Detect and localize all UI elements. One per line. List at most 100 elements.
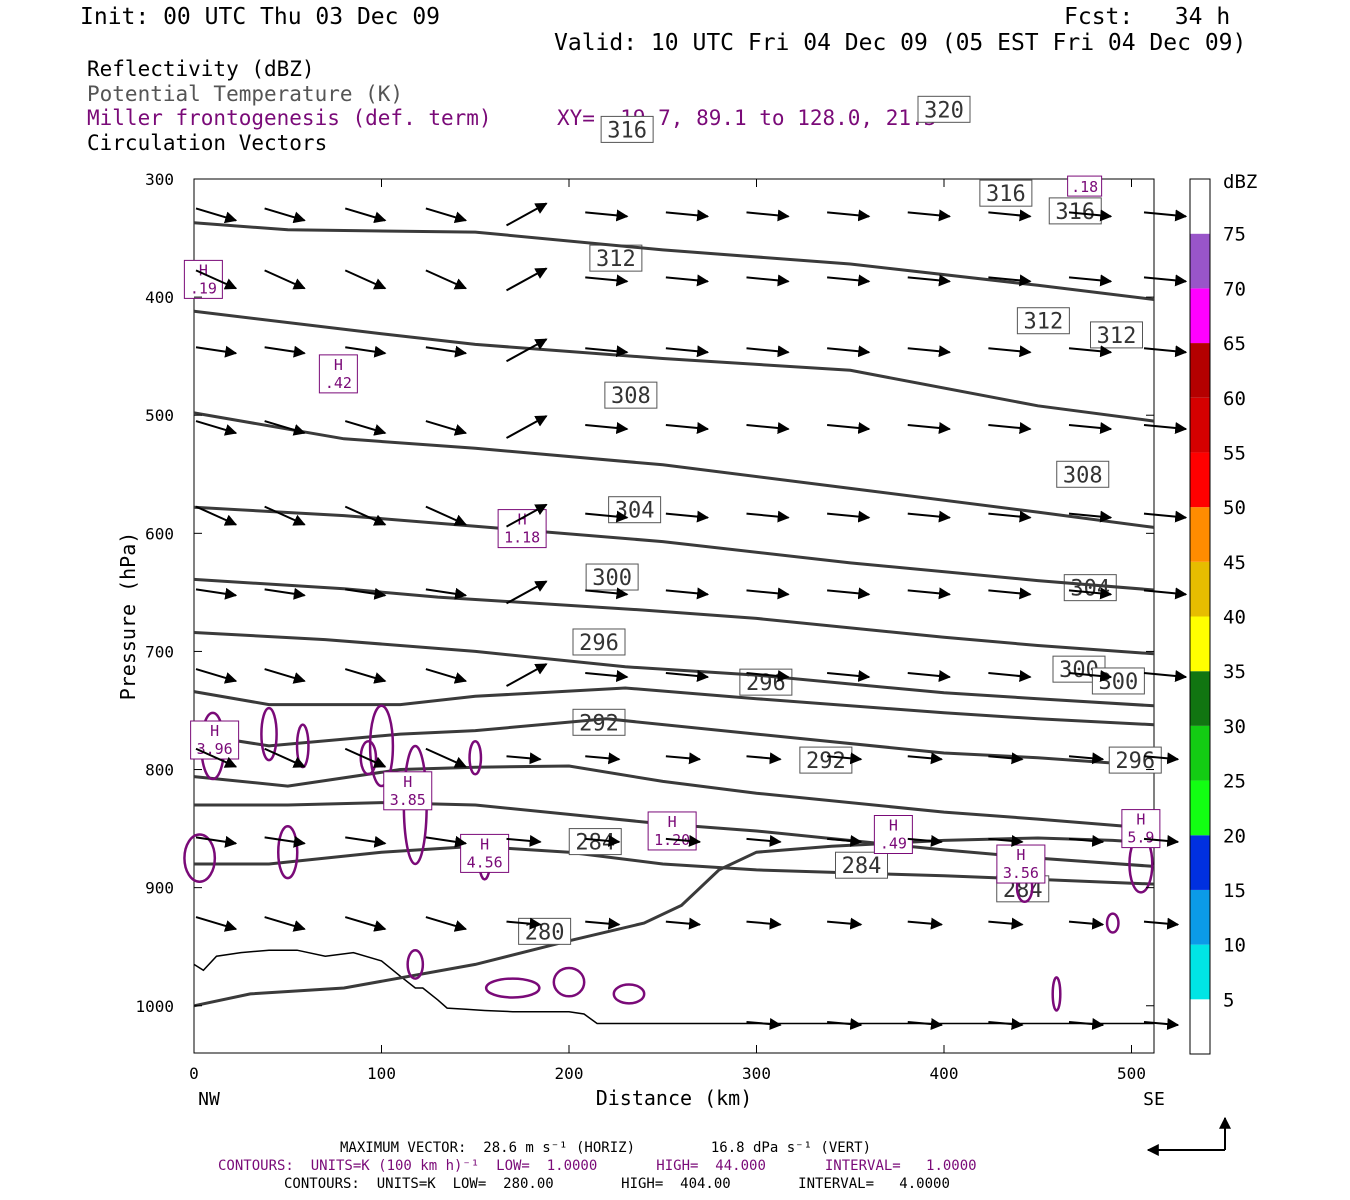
frontogenesis-max-letter: H	[1136, 811, 1145, 829]
frontogenesis-max-letter: H	[889, 817, 898, 835]
frontogenesis-max-box	[1121, 809, 1161, 849]
theta-label-box	[1048, 197, 1102, 225]
frontogenesis-max-value: .49	[880, 835, 907, 853]
colorbar-label: 40	[1223, 607, 1246, 629]
frontogenesis-max-letter: H	[480, 835, 489, 853]
frontogenesis-max-box	[318, 354, 358, 394]
frontogenesis-max-box	[383, 771, 433, 811]
theta-label-text: 292	[806, 749, 846, 774]
frontogenesis-max: .18	[1067, 175, 1103, 197]
theta-label-box	[1016, 307, 1070, 335]
circulation-vector	[195, 587, 238, 600]
circulation-vector	[425, 916, 468, 932]
legend-frontogenesis: Miller frontogenesis (def. term)	[87, 106, 492, 130]
theta-contour-312	[193, 505, 1155, 592]
frontogenesis-max-value: 1.18	[504, 529, 540, 547]
init-time: Init: 00 UTC Thu 03 Dec 09	[80, 4, 441, 30]
theta-label-text: 308	[611, 384, 651, 409]
circulation-vector	[907, 917, 943, 930]
circulation-vector	[506, 338, 548, 363]
circulation-vector	[746, 510, 790, 523]
circulation-vector	[746, 752, 782, 765]
circulation-vector	[585, 917, 621, 930]
theta-contour-304	[193, 631, 1155, 708]
x-axis-label: Distance (km)	[596, 1086, 753, 1110]
circulation-vector	[827, 274, 871, 287]
colorbar-label: 20	[1223, 825, 1246, 847]
theta-label-box	[835, 851, 888, 879]
circulation-vector	[907, 1018, 943, 1031]
theta-label-320: 320	[917, 95, 971, 123]
colorbar-segment	[1190, 397, 1210, 453]
frontogenesis-max-letter: H	[518, 511, 527, 529]
theta-label-text: 296	[1115, 749, 1155, 774]
circulation-vector	[425, 587, 468, 600]
y-tick-label: 500	[145, 406, 174, 425]
colorbar-segment	[1190, 343, 1210, 398]
frontogenesis-max-letter: H	[1016, 846, 1025, 864]
y-tick-label: 300	[145, 170, 174, 189]
y-axis-label: Pressure (hPa)	[116, 532, 140, 701]
circulation-vector	[1068, 345, 1113, 358]
circulation-vector	[195, 668, 238, 684]
theta-label-292: 292	[799, 746, 853, 774]
circulation-vector	[907, 587, 951, 600]
theta-label-text: 316	[986, 182, 1026, 207]
circulation-vector	[665, 510, 710, 523]
theta-label-box	[1091, 667, 1145, 695]
circulation-vector	[506, 752, 542, 765]
colorbar-segment	[1190, 179, 1210, 234]
theta-label-300: 300	[585, 563, 639, 591]
valid-time: Valid: 10 UTC Fri 04 Dec 09 (05 EST Fri …	[554, 30, 1247, 56]
frontogenesis-max: H3.96	[190, 720, 240, 760]
theta-label-text: 312	[596, 247, 636, 272]
theta-label-304: 304	[608, 496, 662, 524]
circulation-vector	[344, 207, 387, 224]
circulation-vector	[1143, 587, 1188, 600]
circulation-vector	[988, 209, 1032, 222]
colorbar-label: 45	[1223, 552, 1246, 574]
circulation-vector	[746, 917, 782, 930]
circulation-vector	[665, 917, 702, 930]
circulation-vector	[585, 345, 629, 358]
frontogenesis-max-value: .42	[325, 374, 352, 392]
circulation-vector	[1068, 422, 1113, 434]
circulation-vector	[425, 668, 468, 684]
circulation-vector	[907, 274, 951, 287]
colorbar-label: 5	[1223, 989, 1234, 1011]
theta-label-296: 296	[1108, 746, 1162, 774]
colorbar-label: 35	[1223, 661, 1246, 683]
reference-vector	[1146, 1116, 1231, 1156]
footer-theta-contours: CONTOURS: UNITS=K LOW= 280.00 HIGH= 404.…	[284, 1176, 950, 1192]
frontogenesis-max-value: .19	[190, 279, 217, 297]
theta-contour-320	[193, 309, 1155, 423]
circulation-vector	[344, 747, 387, 768]
circulation-vector	[345, 587, 387, 600]
circulation-vector	[585, 587, 629, 600]
colorbar-segment	[1190, 889, 1210, 945]
x-endpoint-left: NW	[198, 1089, 220, 1110]
theta-label-296: 296	[572, 628, 626, 656]
frontogenesis-max: H1.20	[647, 811, 697, 851]
frontogenesis-max: H.19	[183, 259, 223, 299]
y-tick-label: 800	[145, 761, 174, 780]
circulation-vector	[827, 422, 871, 434]
frontogenesis-max: H5.9	[1121, 809, 1161, 849]
colorbar-label: 55	[1223, 442, 1246, 464]
circulation-vector	[746, 345, 790, 358]
circulation-vector	[907, 670, 951, 683]
colorbar-segment	[1190, 725, 1210, 781]
circulation-vector	[665, 345, 710, 358]
frontogenesis-max-letter: H	[334, 356, 343, 374]
footer-max-vector: MAXIMUM VECTOR: 28.6 m s⁻¹ (HORIZ) 16.8 …	[340, 1140, 872, 1156]
frontogenesis-contour	[612, 983, 646, 1005]
theta-label-text: 284	[575, 831, 615, 856]
theta-contour-308	[193, 577, 1155, 656]
colorbar-segment	[1190, 780, 1210, 836]
theta-label-text: 284	[842, 854, 882, 879]
circulation-vector	[907, 510, 951, 523]
circulation-vector	[195, 345, 238, 358]
y-tick-label: 400	[145, 288, 174, 307]
theta-label-box	[1090, 321, 1143, 349]
theta-label-box	[572, 628, 626, 656]
